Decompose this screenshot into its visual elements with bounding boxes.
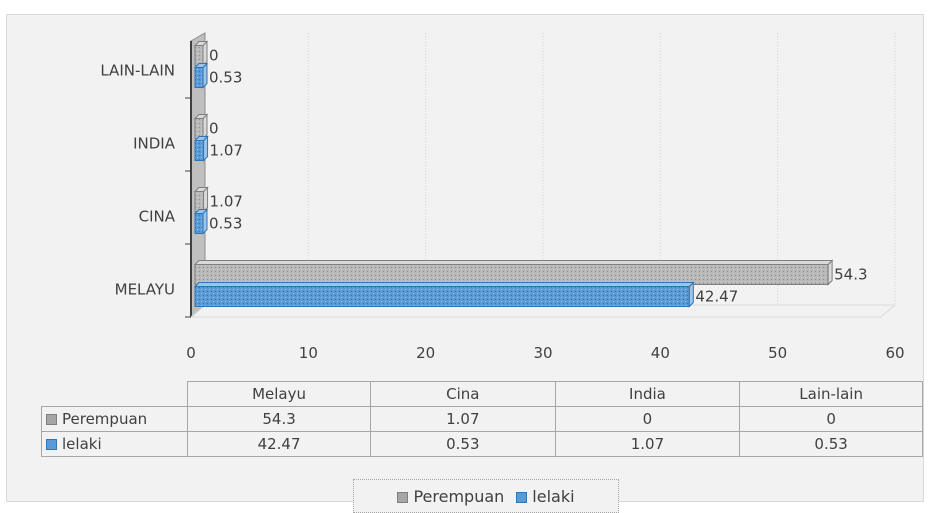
bar-top xyxy=(193,63,209,68)
category-label: LAIN-LAIN xyxy=(100,62,175,80)
category-label: MELAYU xyxy=(115,281,175,299)
bar-face xyxy=(194,45,204,66)
x-tick-label: 0 xyxy=(186,344,196,362)
data-table-column-header: Lain-lain xyxy=(739,381,923,407)
data-table: Melayu Cina India Lain-lain Perempuan 54… xyxy=(40,381,923,457)
bar-chart: 0 10 20 30 40 50 60 MELAYU CINA INDIA LAIN-LAIN 54.… xyxy=(100,32,905,363)
x-tick-label: 60 xyxy=(885,344,904,362)
data-table-cell: 1.07 xyxy=(369,406,556,432)
x-tick-label: 40 xyxy=(651,344,670,362)
lelaki-legend-key xyxy=(516,491,528,503)
chart-floor xyxy=(189,304,897,318)
labels: 0 10 20 30 40 50 60 MELAYU CINA INDIA LAIN-LAIN 54.… xyxy=(100,47,904,363)
data-table-row-label: lelaki xyxy=(62,435,102,453)
bar-perempuan-lain-lain xyxy=(193,40,209,67)
data-label: 42.47 xyxy=(695,288,738,306)
x-tick-label: 30 xyxy=(533,344,552,362)
data-table-column-header: India xyxy=(554,381,741,407)
perempuan-legend-key xyxy=(397,491,409,503)
data-table-column-header: Cina xyxy=(369,381,556,407)
bar-perempuan-cina xyxy=(193,186,209,213)
data-table-column-header: Melayu xyxy=(187,381,371,407)
bar-face xyxy=(194,286,690,307)
legend-label: Perempuan xyxy=(413,486,505,506)
data-label: 1.07 xyxy=(210,193,243,211)
category-label: INDIA xyxy=(133,135,176,153)
bar-face xyxy=(194,191,205,212)
bar-lelaki-lain-lain xyxy=(193,62,209,89)
x-tick-label: 10 xyxy=(299,344,318,362)
data-label: 0 xyxy=(209,120,219,138)
data-label: 1.07 xyxy=(210,142,243,160)
data-label: 54.3 xyxy=(834,266,867,284)
data-table-header-row: Melayu Cina India Lain-lain xyxy=(41,381,923,407)
data-table-row: lelaki 42.47 0.53 1.07 0.53 xyxy=(40,431,923,457)
bar-perempuan-melayu xyxy=(193,259,834,286)
bar-face xyxy=(194,118,204,139)
lelaki-legend-key xyxy=(46,439,57,450)
data-table-cell: 0.53 xyxy=(739,431,923,457)
legend-label: lelaki xyxy=(532,486,575,506)
bar-lelaki-india xyxy=(193,135,209,162)
data-table-corner xyxy=(41,381,189,407)
bar-perempuan-india xyxy=(193,113,209,140)
legend-entry-lelaki: lelaki xyxy=(516,486,575,506)
data-table-cell: 0 xyxy=(739,406,923,432)
bar-lelaki-cina xyxy=(193,208,209,235)
gridlines xyxy=(307,33,896,305)
bars xyxy=(193,40,834,308)
bar-face xyxy=(194,264,829,285)
data-label: 0.53 xyxy=(209,69,242,87)
bar-top xyxy=(193,260,834,265)
bar-face xyxy=(194,213,204,234)
data-table-row-header: lelaki xyxy=(40,431,189,457)
bar-top xyxy=(193,136,209,141)
bar-top xyxy=(193,41,209,46)
category-label: CINA xyxy=(139,208,176,226)
chart-area: 0 10 20 30 40 50 60 MELAYU CINA INDIA LAIN-LAIN 54.… xyxy=(6,14,924,513)
bar-lelaki-melayu xyxy=(193,281,695,308)
x-tick-label: 50 xyxy=(768,344,787,362)
data-table-cell: 0.53 xyxy=(369,431,556,457)
data-table-row: Perempuan 54.3 1.07 0 0 xyxy=(40,406,923,432)
data-table-row-label: Perempuan xyxy=(62,410,148,428)
bar-face xyxy=(194,67,204,88)
bar-face xyxy=(194,140,205,161)
x-tick-label: 20 xyxy=(416,344,435,362)
data-table-cell: 1.07 xyxy=(554,431,741,457)
data-table-cell: 42.47 xyxy=(187,431,371,457)
chart-legend: Perempuan lelaki xyxy=(353,479,619,513)
data-table-cell: 0 xyxy=(554,406,741,432)
data-table-cell: 54.3 xyxy=(187,406,371,432)
legend-entry-perempuan: Perempuan xyxy=(397,487,504,506)
data-label: 0 xyxy=(209,47,219,65)
data-table-row-header: Perempuan xyxy=(40,406,189,432)
bar-top xyxy=(193,114,209,119)
bar-top xyxy=(193,209,209,214)
bar-top xyxy=(193,187,209,192)
perempuan-legend-key xyxy=(46,414,57,425)
data-label: 0.53 xyxy=(209,215,242,233)
bar-top xyxy=(193,282,695,287)
